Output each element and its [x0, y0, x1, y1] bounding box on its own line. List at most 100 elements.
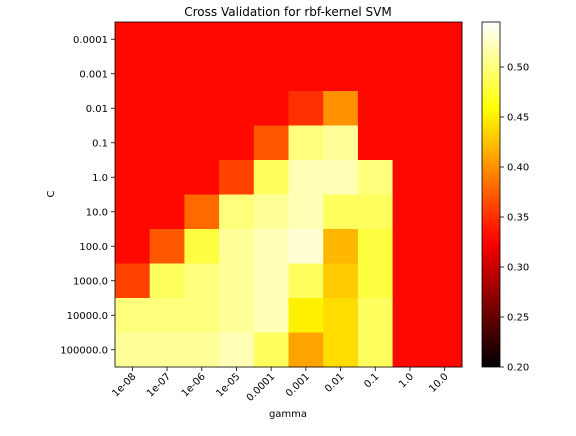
heatmap-cell	[149, 298, 185, 333]
x-tick-label: 1.0	[397, 371, 416, 390]
heatmap-cell	[323, 91, 359, 126]
heatmap-cell	[357, 229, 393, 264]
heatmap-cell	[219, 194, 255, 230]
heatmap-cell	[288, 298, 324, 333]
heatmap-cell	[323, 194, 359, 230]
heatmap-cell	[115, 298, 151, 333]
heatmap-cell	[427, 22, 463, 57]
heatmap-cell	[288, 125, 324, 161]
heatmap-cell	[427, 56, 463, 92]
colorbar-tick-label: 0.30	[507, 263, 529, 274]
heatmap-cell	[253, 229, 289, 264]
x-tick-label: 1e-05	[214, 371, 242, 399]
heatmap-cell	[323, 298, 359, 333]
heatmap-cell	[288, 194, 324, 230]
heatmap-cell	[357, 332, 393, 368]
heatmap-cell	[115, 194, 151, 230]
heatmap-cell	[149, 125, 185, 161]
heatmap-cell	[149, 229, 185, 264]
heatmap-cell	[392, 125, 428, 161]
heatmap-cell	[219, 229, 255, 264]
heatmap-cell	[427, 125, 463, 161]
y-axis-label: C	[46, 190, 57, 197]
heatmap-cell	[253, 22, 289, 57]
heatmap-cell	[427, 91, 463, 126]
heatmap-cell	[253, 298, 289, 333]
colorbar-tick-label: 0.20	[507, 363, 529, 374]
heatmap-cell	[323, 22, 359, 57]
heatmap-cell	[392, 56, 428, 92]
x-tick-label: 1e-07	[145, 371, 173, 399]
plot-frame	[114, 21, 463, 368]
heatmap-cell	[357, 22, 393, 57]
heatmap-cell	[427, 298, 463, 333]
heatmap-cell	[253, 56, 289, 92]
heatmap-cell	[323, 229, 359, 264]
heatmap-cell	[219, 298, 255, 333]
heatmap-cell	[357, 125, 393, 161]
colorbar-tick-label: 0.50	[507, 63, 529, 74]
heatmap-cell	[357, 91, 393, 126]
heatmap-cell	[392, 229, 428, 264]
heatmap-cell	[149, 332, 185, 368]
heatmap-cell	[288, 91, 324, 126]
heatmap-cell	[323, 125, 359, 161]
colorbar	[481, 21, 501, 368]
heatmap-cell	[392, 263, 428, 299]
heatmap-cell	[219, 22, 255, 57]
heatmap-cell	[149, 22, 185, 57]
x-tick-label: 10.0	[427, 371, 451, 395]
y-tick-label: 0.01	[86, 104, 108, 115]
heatmap-cell	[392, 194, 428, 230]
heatmap-cell	[253, 160, 289, 195]
heatmap-cell	[184, 125, 220, 161]
y-tick-label: 10000.0	[67, 311, 108, 322]
y-tick-label: 100000.0	[60, 345, 108, 356]
heatmap-cell	[149, 263, 185, 299]
heatmap-cell	[392, 22, 428, 57]
y-tick-label: 100.0	[79, 242, 108, 253]
heatmap-cell	[253, 125, 289, 161]
heatmap-cell	[115, 263, 151, 299]
heatmap-cell	[115, 22, 151, 57]
y-axis: 0.0001 0.001 0.01 0.1 1.0 10.0 100.0 1000.0 1000…	[60, 35, 115, 356]
heatmap-cell	[184, 229, 220, 264]
colorbar-ticks: 0.20 0.25 0.30 0.35 0.40 0.45 0.50	[500, 63, 529, 374]
heatmap-cell	[115, 229, 151, 264]
heatmap-cell	[288, 160, 324, 195]
x-tick-label: 1e-08	[110, 371, 138, 399]
heatmap-cell	[184, 194, 220, 230]
colorbar-tick-label: 0.45	[507, 113, 529, 124]
heatmap-cell	[427, 332, 463, 368]
y-tick-label: 1.0	[92, 173, 108, 184]
heatmap-cell	[149, 160, 185, 195]
heatmap-cell	[253, 332, 289, 368]
heatmap-cell	[288, 56, 324, 92]
heatmap-cell	[288, 229, 324, 264]
heatmap-cell	[288, 22, 324, 57]
heatmap-cell	[184, 22, 220, 57]
y-tick-label: 0.1	[92, 138, 108, 149]
x-axis-label: gamma	[269, 409, 307, 420]
x-axis: 1e-08 1e-07 1e-06 1e-05 0.0001 0.001 0.01 0.1 1.…	[110, 367, 451, 404]
x-tick-label: 0.0001	[245, 371, 278, 404]
heatmap-cells	[115, 22, 463, 368]
heatmap-cell	[323, 263, 359, 299]
heatmap-cell	[392, 298, 428, 333]
heatmap-cell	[219, 91, 255, 126]
heatmap-cell	[323, 56, 359, 92]
heatmap-cell	[392, 160, 428, 195]
heatmap-cell	[149, 56, 185, 92]
heatmap-cell	[184, 263, 220, 299]
heatmap-cell	[427, 263, 463, 299]
heatmap-cell	[115, 56, 151, 92]
heatmap-cell	[184, 298, 220, 333]
y-tick-label: 1000.0	[73, 276, 108, 287]
heatmap-cell	[115, 125, 151, 161]
x-tick-label: 0.1	[362, 371, 381, 390]
heatmap-cell	[184, 91, 220, 126]
x-tick-label: 1e-06	[180, 371, 208, 399]
x-tick-label: 0.01	[323, 371, 347, 395]
heatmap-cell	[149, 91, 185, 126]
